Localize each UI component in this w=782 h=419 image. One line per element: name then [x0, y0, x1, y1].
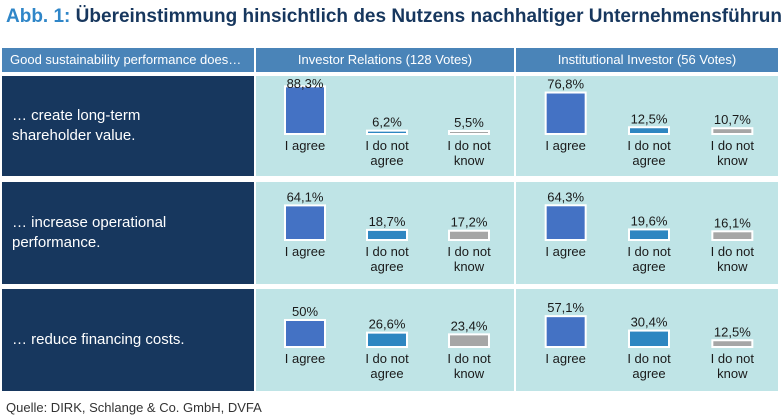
bar-disagree [628, 126, 670, 135]
bar-disagree [628, 228, 670, 241]
value-label-dont-know: 5,5% [454, 115, 484, 130]
row-label: … reduce financing costs. [2, 289, 254, 391]
row-label: … create long-term shareholder value. [2, 76, 254, 176]
table-header: Good sustainability performance does… In… [2, 48, 778, 72]
category-label-dont-know: I do not know [447, 351, 491, 381]
bar-disagree [366, 129, 408, 136]
figure-title: Abb. 1: Übereinstimmung hinsichtlich des… [6, 6, 782, 28]
figure-title-prefix: Abb. 1: [6, 6, 71, 27]
category-label-agree: I agree [545, 351, 586, 366]
value-label-dont-know: 23,4% [451, 318, 488, 333]
category-label-dont-know: I do not know [710, 138, 755, 168]
category-label-agree: I agree [545, 244, 586, 259]
bar-dont-know [711, 339, 754, 348]
source-note: Quelle: DIRK, Schlange & Co. GmbH, DVFA [6, 400, 262, 415]
category-label-dont-know: I do not know [447, 138, 491, 168]
category-label-agree: I agree [284, 351, 326, 366]
bar-chart: 57,1% 30,4% 12,5% [544, 300, 754, 348]
header-institutional-investor: Institutional Investor (56 Votes) [516, 48, 778, 72]
chart-panel-institutional-investor: I agree I do not agree I do not know 64,3% 1… [516, 182, 778, 284]
value-label-dont-know: 10,7% [714, 112, 751, 127]
header-statement: Good sustainability performance does… [2, 48, 254, 72]
table-row-shareholder-value: … create long-term shareholder value. I … [2, 76, 778, 176]
value-label-disagree: 30,4% [631, 315, 668, 330]
value-label-disagree: 18,7% [369, 214, 406, 229]
category-label-agree: I agree [284, 138, 326, 153]
value-label-agree: 50% [292, 304, 318, 319]
bar-dont-know [448, 333, 490, 348]
bar-dont-know [448, 229, 490, 242]
bar-agree [544, 315, 587, 348]
table-row-operational-performance: … increase operational performance. I ag… [2, 182, 778, 284]
bar-chart: 76,8% 12,5% 10,7% [544, 77, 754, 135]
row-label: … increase operational performance. [2, 182, 254, 284]
category-label-disagree: I do not agree [365, 138, 409, 168]
table-row-financing-costs: … reduce financing costs. I agree I do no… [2, 289, 778, 391]
bar-disagree [366, 331, 408, 349]
chart-panel-institutional-investor: I agree I do not agree I do not know 76,8% 1… [516, 76, 778, 176]
bar-dont-know [448, 130, 490, 135]
category-label-disagree: I do not agree [627, 351, 671, 381]
category-label-agree: I agree [284, 244, 326, 259]
row-label-text: … reduce financing costs. [12, 331, 185, 348]
bar-agree [284, 85, 326, 135]
category-label-disagree: I do not agree [365, 244, 409, 274]
chart-panel-investor-relations: I agree I do not agree I do not know 88,3% 6… [256, 76, 514, 176]
value-label-dont-know: 16,1% [714, 215, 751, 230]
value-label-disagree: 12,5% [631, 111, 668, 126]
value-label-disagree: 19,6% [631, 213, 668, 228]
chart-panel-investor-relations: I agree I do not agree I do not know 64,1% 1… [256, 182, 514, 284]
bar-agree [544, 204, 587, 241]
value-label-agree: 64,1% [287, 189, 324, 204]
bar-chart: 64,1% 18,7% 17,2% [284, 189, 490, 242]
bar-agree [284, 204, 326, 241]
bar-disagree [628, 329, 670, 348]
category-label-disagree: I do not agree [365, 351, 409, 381]
category-label-dont-know: I do not know [710, 244, 755, 274]
figure-title-text: Übereinstimmung hinsichtlich des Nutzens… [75, 6, 782, 27]
bar-chart: 50% 26,6% 23,4% [284, 304, 490, 349]
chart-panel-investor-relations: I agree I do not agree I do not know 50% 26,… [256, 289, 514, 391]
value-label-agree: 57,1% [547, 300, 584, 315]
value-label-agree: 64,3% [547, 189, 584, 204]
bar-chart: 64,3% 19,6% 16,1% [544, 189, 754, 241]
bar-dont-know [711, 127, 754, 135]
row-label-text: … create long-term shareholder value. [12, 107, 141, 144]
category-label-disagree: I do not agree [627, 244, 671, 274]
category-label-dont-know: I do not know [447, 244, 491, 274]
bar-agree [284, 319, 326, 348]
bar-disagree [366, 228, 408, 241]
value-label-dont-know: 12,5% [714, 324, 751, 339]
value-label-agree: 88,3% [287, 76, 324, 91]
bar-agree [544, 91, 587, 135]
chart-panel-institutional-investor: I agree I do not agree I do not know 57,1% 3… [516, 289, 778, 391]
value-label-disagree: 26,6% [369, 317, 406, 332]
bar-dont-know [711, 230, 754, 241]
category-label-agree: I agree [545, 138, 586, 153]
category-label-dont-know: I do not know [710, 351, 755, 381]
bar-chart: 88,3% 6,2% 5,5% [284, 76, 490, 136]
value-label-agree: 76,8% [547, 77, 584, 92]
value-label-disagree: 6,2% [372, 115, 402, 130]
value-label-dont-know: 17,2% [451, 215, 488, 230]
header-investor-relations: Investor Relations (128 Votes) [256, 48, 514, 72]
row-label-text: … increase operational performance. [12, 214, 167, 251]
category-label-disagree: I do not agree [627, 138, 671, 168]
